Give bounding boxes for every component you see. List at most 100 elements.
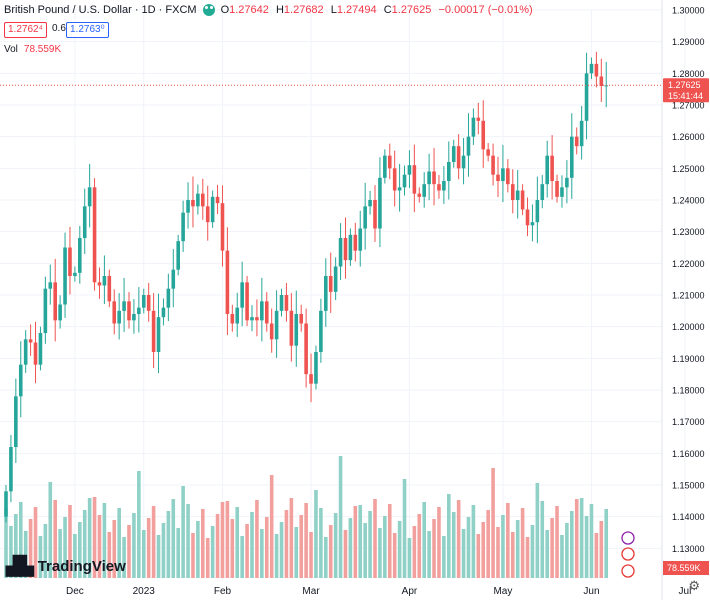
volume-bar: [63, 517, 67, 578]
volume-bar: [407, 538, 412, 578]
volume-bar: [82, 510, 87, 578]
candle: [570, 113, 574, 199]
candle: [496, 156, 500, 197]
candle: [461, 137, 466, 185]
volume-bar: [319, 508, 323, 578]
volume-bar: [525, 537, 530, 578]
volume-bar: [122, 537, 126, 578]
volume-bar: [156, 535, 161, 578]
volume-bar: [117, 508, 121, 578]
sell-price-button[interactable]: 1.2762⁴: [4, 22, 47, 38]
candle: [78, 225, 82, 284]
ohlc-values: O1.27642 H1.27682 L1.27494 C1.27625 −0.0…: [221, 4, 537, 16]
volume-bar: [250, 512, 254, 578]
volume-bar: [550, 518, 554, 578]
volume-bar: [230, 519, 235, 578]
volume-bar: [220, 502, 225, 578]
settings-gear-icon[interactable]: ⚙: [688, 578, 700, 593]
candle: [565, 160, 569, 204]
volume-bar: [255, 500, 259, 578]
tradingview-logo[interactable]: ▟▙ TradingView: [6, 556, 126, 577]
candle: [102, 255, 107, 305]
price-tick-label: 1.30000: [672, 6, 705, 16]
close-value: 1.27625: [391, 4, 432, 16]
open-value: 1.27642: [229, 4, 269, 16]
volume-bar: [87, 498, 92, 578]
candle: [171, 249, 176, 308]
candle: [196, 184, 200, 215]
candle: [33, 321, 38, 384]
candle: [274, 290, 279, 358]
time-tick-label: Apr: [402, 586, 418, 597]
candle: [156, 293, 161, 374]
candle: [520, 184, 525, 216]
candle: [328, 252, 333, 313]
time-tick-label: Mar: [302, 586, 320, 597]
time-tick-label: Jul: [679, 586, 692, 597]
volume-bar: [151, 506, 156, 578]
volume-bar: [363, 523, 367, 578]
candle: [574, 127, 579, 155]
volume-bar: [412, 526, 417, 578]
buy-price-button[interactable]: 1.2763⁰: [66, 22, 109, 38]
volume-value: 78.559K: [23, 44, 62, 55]
candle: [594, 51, 599, 88]
price-tick-label: 1.19000: [672, 354, 705, 364]
candle: [402, 165, 407, 196]
volume-bar: [447, 494, 451, 578]
volume-bar: [348, 518, 353, 578]
volume-bar: [210, 526, 215, 578]
volume-bar: [161, 523, 166, 578]
candle: [28, 324, 33, 356]
candle: [122, 277, 126, 332]
volume-bar: [92, 497, 97, 578]
volume-bar: [387, 504, 392, 578]
candle: [181, 200, 185, 252]
candle: [501, 144, 505, 203]
time-tick-label: Feb: [214, 586, 232, 597]
time-tick-label: Jun: [583, 586, 599, 597]
candle: [343, 217, 348, 279]
volume-bar: [294, 527, 299, 578]
volume-badge-label: 78.559K: [667, 563, 701, 573]
volume-bar: [599, 521, 604, 578]
volume-bar: [432, 519, 436, 578]
volume-bar: [240, 536, 244, 578]
volume-bar: [53, 500, 57, 578]
candle: [146, 282, 151, 322]
candle: [4, 485, 8, 523]
volume-bar: [442, 536, 446, 578]
volume-bar: [510, 532, 515, 578]
candle: [456, 134, 461, 180]
candle: [447, 141, 451, 200]
volume-bar: [97, 515, 102, 578]
candle: [220, 185, 225, 267]
volume-bar: [260, 529, 264, 578]
price-tick-label: 1.18000: [672, 386, 705, 396]
candle: [378, 157, 382, 248]
market-status-icon[interactable]: [202, 4, 215, 16]
candle: [191, 176, 195, 228]
volume-bar: [274, 534, 279, 578]
candle: [422, 172, 426, 208]
event-marker-icon: [621, 564, 635, 578]
volume-bar: [496, 527, 500, 578]
price-axis[interactable]: 1.13000 1.14000 1.15000 1.16000 1.17000 1.180…: [661, 0, 709, 600]
symbol-title[interactable]: British Pound / U.S. Dollar · 1D · FXCM: [4, 4, 197, 16]
last-price-label: 1.27625: [668, 80, 701, 90]
candle: [176, 234, 180, 276]
volume-bar: [397, 521, 402, 578]
volume-bar: [456, 500, 461, 578]
volume-bar: [427, 531, 431, 578]
volume-bar: [579, 498, 584, 578]
volume-bar: [555, 506, 559, 578]
candle: [245, 276, 249, 327]
candles: [4, 51, 609, 523]
candle: [589, 57, 594, 80]
volume-bar: [471, 505, 476, 578]
time-axis[interactable]: Dec 2023 Feb Mar Apr May Jun Jul: [66, 586, 691, 597]
volume-bar: [186, 504, 190, 578]
price-tick-label: 1.17000: [672, 417, 705, 427]
